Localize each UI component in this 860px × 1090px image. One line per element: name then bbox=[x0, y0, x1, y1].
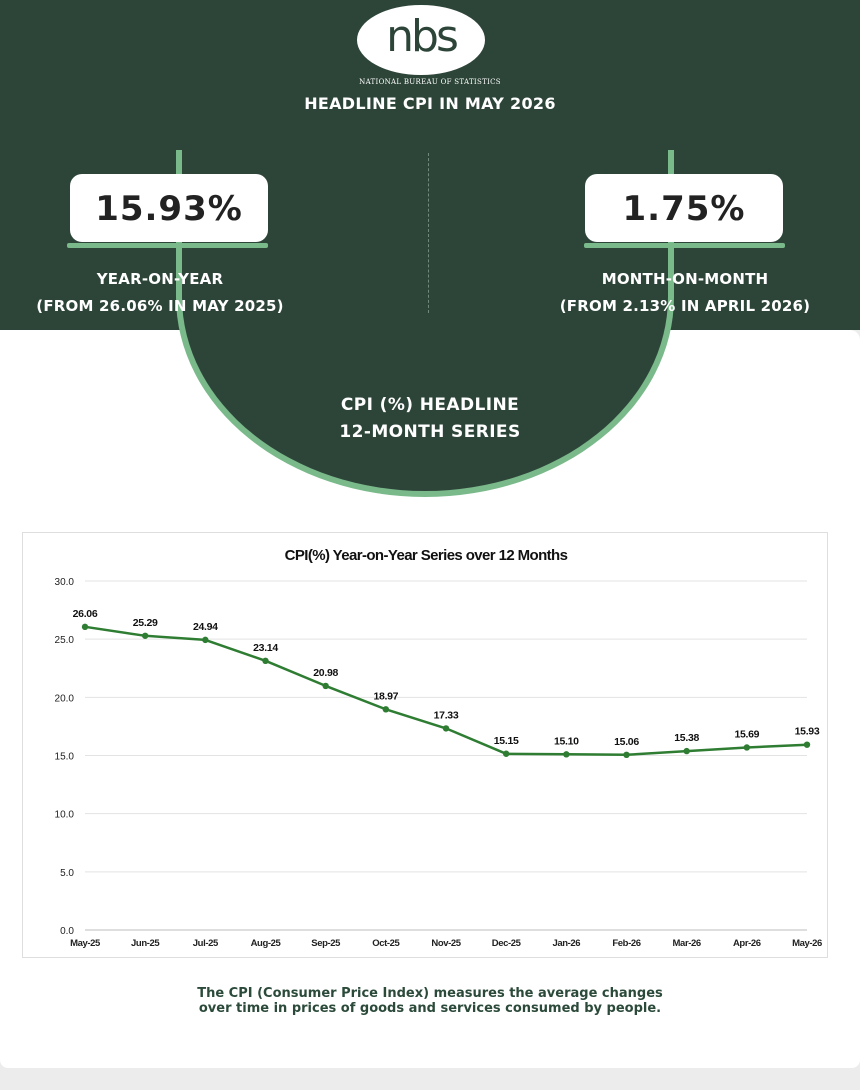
mom-value: 1.75% bbox=[585, 174, 783, 242]
y-tick-label: 5.0 bbox=[60, 868, 74, 879]
data-point bbox=[322, 682, 329, 690]
data-label: 23.14 bbox=[253, 642, 278, 654]
mom-sublabel: (FROM 2.13% IN APRIL 2026) bbox=[559, 297, 811, 315]
data-point bbox=[743, 744, 751, 751]
data-point bbox=[442, 725, 450, 732]
data-point bbox=[623, 751, 630, 759]
mom-label: MONTH-ON-MONTH bbox=[601, 270, 769, 288]
definition-line2: over time in prices of goods and service… bbox=[198, 1001, 662, 1016]
y-tick-label: 20.0 bbox=[55, 693, 75, 704]
agency-name: NATIONAL BUREAU OF STATISTICS bbox=[359, 78, 501, 86]
x-tick-label: Jan-26 bbox=[552, 938, 580, 949]
mom-underline bbox=[584, 243, 785, 248]
definition-line1: The CPI (Consumer Price Index) measures … bbox=[197, 986, 663, 1001]
x-tick-label: Jun-25 bbox=[131, 938, 160, 949]
data-point bbox=[683, 747, 690, 755]
x-tick-label: Dec-25 bbox=[492, 938, 522, 949]
data-label: 15.10 bbox=[554, 735, 579, 747]
x-tick-label: Feb-26 bbox=[612, 938, 640, 949]
data-label: 25.29 bbox=[133, 617, 158, 629]
data-label: 24.94 bbox=[193, 621, 218, 633]
y-tick-label: 30.0 bbox=[55, 577, 75, 588]
data-label: 20.98 bbox=[313, 667, 338, 679]
logo-text: nbs bbox=[386, 11, 459, 62]
y-tick-label: 0.0 bbox=[60, 926, 74, 937]
data-point bbox=[803, 741, 811, 748]
page-title: HEADLINE CPI IN MAY 2026 bbox=[304, 94, 556, 113]
data-point bbox=[202, 636, 209, 644]
data-point bbox=[502, 750, 510, 757]
x-axis-ticks: May-25 Jun-25 Jul-25 Aug-25 Sep-25 Oct-25 Nov-… bbox=[70, 938, 822, 949]
grid-lines bbox=[85, 580, 807, 931]
data-point bbox=[262, 657, 269, 665]
mom-label-block: MONTH-ON-MONTH (FROM 2.13% IN APRIL 2026… bbox=[525, 266, 845, 320]
yoy-sublabel: (FROM 26.06% IN MAY 2025) bbox=[36, 297, 284, 315]
y-axis-ticks: 0.0 5.0 10.0 15.0 20.0 25.0 30.0 bbox=[55, 577, 75, 937]
data-label: 15.15 bbox=[494, 735, 519, 747]
x-tick-label: Apr-26 bbox=[733, 938, 761, 949]
stat-divider bbox=[428, 153, 429, 313]
data-label: 15.38 bbox=[674, 732, 699, 744]
x-tick-label: Oct-25 bbox=[372, 938, 400, 949]
yoy-underline bbox=[67, 243, 268, 248]
x-tick-label: May-25 bbox=[70, 938, 101, 949]
data-label: 26.06 bbox=[73, 608, 98, 620]
data-labels: 26.06 25.29 24.94 23.14 20.98 18.97 17.33 15.15… bbox=[73, 608, 821, 748]
y-tick-label: 25.0 bbox=[55, 635, 75, 646]
yoy-label: YEAR-ON-YEAR bbox=[96, 270, 224, 288]
series-heading-line2: 12-MONTH SERIES bbox=[339, 422, 521, 442]
yoy-label-block: YEAR-ON-YEAR (FROM 26.06% IN MAY 2025) bbox=[0, 266, 320, 320]
data-point bbox=[81, 623, 89, 631]
chart-card: CPI(%) Year-on-Year Series over 12 Month… bbox=[22, 532, 828, 958]
y-tick-label: 15.0 bbox=[55, 752, 75, 763]
data-point bbox=[382, 706, 390, 713]
x-tick-label: Aug-25 bbox=[251, 938, 282, 949]
nbs-logo: nbs bbox=[357, 5, 485, 75]
yoy-value: 15.93% bbox=[70, 174, 268, 242]
x-tick-label: Sep-25 bbox=[311, 938, 341, 949]
data-label: 15.93 bbox=[795, 726, 820, 738]
series-heading: CPI (%) HEADLINE 12-MONTH SERIES bbox=[0, 392, 860, 446]
x-tick-label: Jul-25 bbox=[193, 938, 219, 949]
cpi-line-chart: CPI(%) Year-on-Year Series over 12 Month… bbox=[55, 547, 823, 949]
cpi-definition: The CPI (Consumer Price Index) measures … bbox=[60, 986, 800, 1016]
y-tick-label: 10.0 bbox=[55, 810, 75, 821]
x-tick-label: Nov-25 bbox=[431, 938, 461, 949]
x-tick-label: Mar-26 bbox=[673, 938, 701, 949]
series-heading-line1: CPI (%) HEADLINE bbox=[340, 395, 520, 415]
data-label: 15.69 bbox=[734, 728, 759, 740]
data-point bbox=[141, 632, 149, 639]
x-tick-label: May-26 bbox=[792, 938, 822, 949]
data-label: 17.33 bbox=[434, 709, 459, 721]
data-label: 18.97 bbox=[373, 690, 398, 702]
data-point bbox=[563, 751, 570, 758]
chart-title: CPI(%) Year-on-Year Series over 12 Month… bbox=[285, 547, 568, 564]
data-label: 15.06 bbox=[614, 736, 639, 748]
data-points bbox=[81, 623, 811, 759]
